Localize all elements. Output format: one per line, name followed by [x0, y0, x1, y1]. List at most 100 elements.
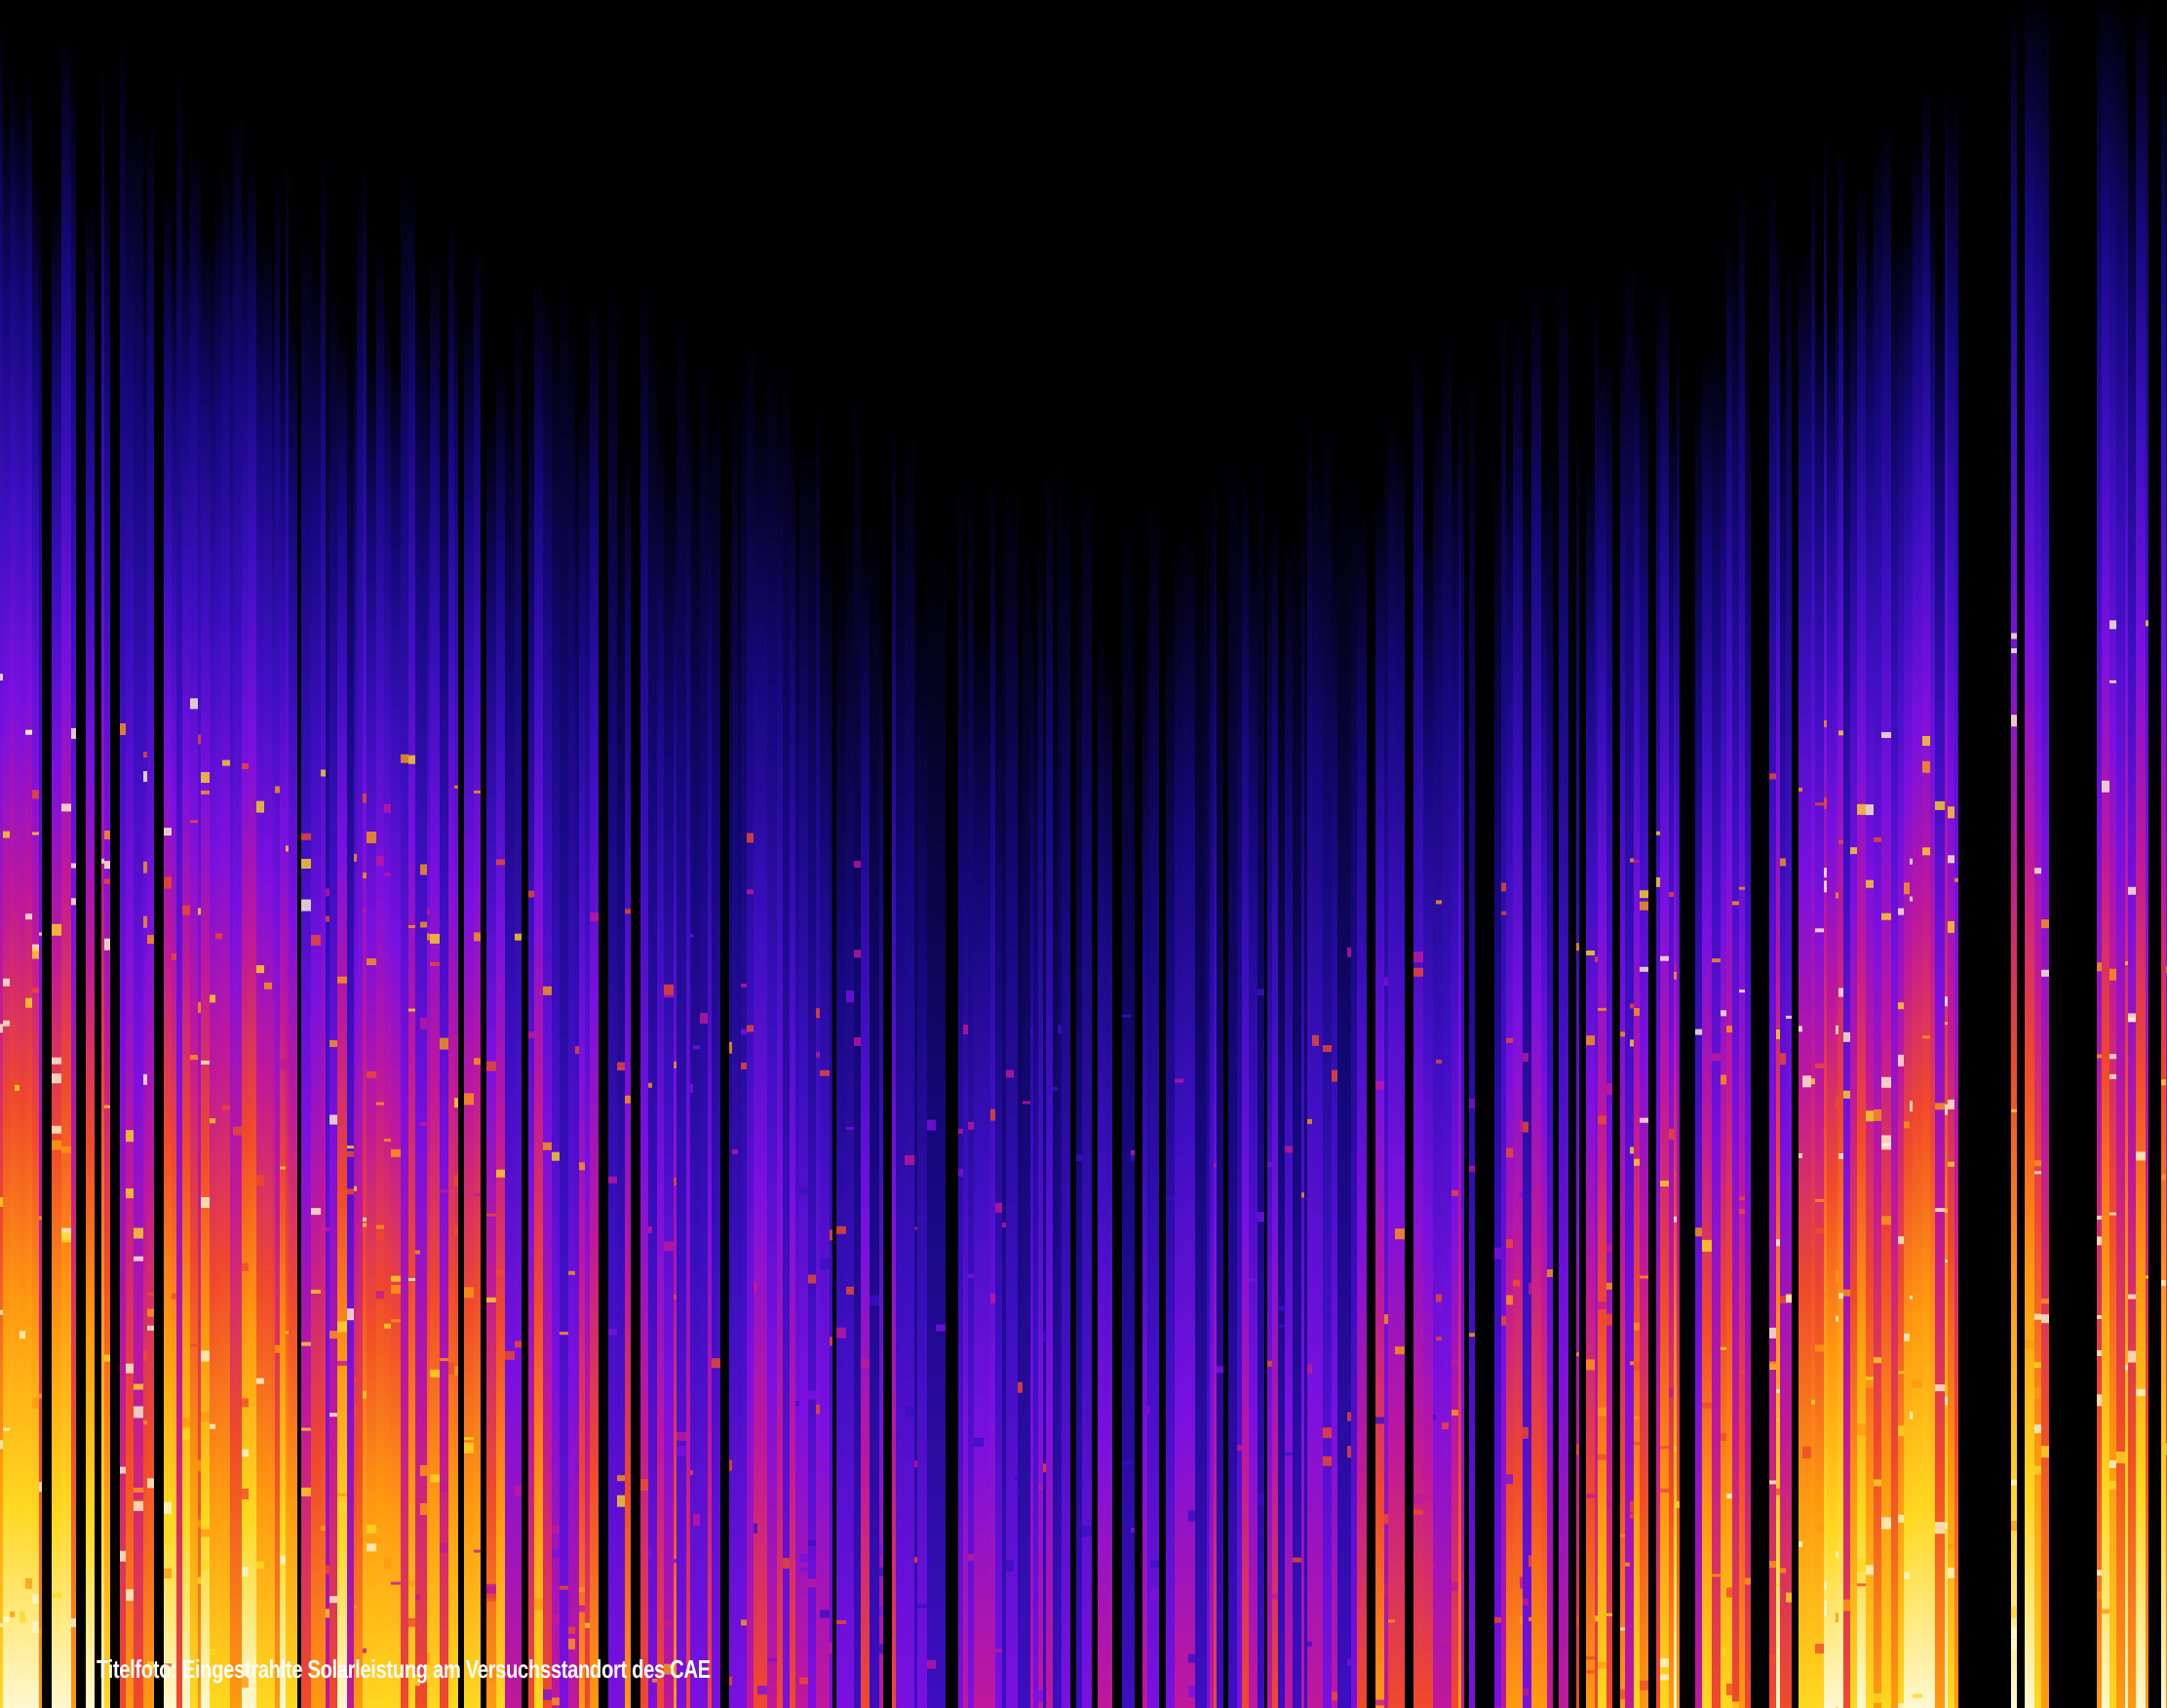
speckle	[420, 1503, 427, 1515]
stripe	[1827, 317, 1836, 1708]
speckle	[1640, 966, 1648, 972]
speckle	[2041, 1446, 2049, 1458]
stripe	[1038, 536, 1043, 1708]
stripe	[1595, 295, 1598, 1708]
stripe	[754, 406, 757, 1708]
speckle	[329, 1413, 337, 1417]
speckle	[1904, 1333, 1910, 1341]
speckle	[198, 1576, 201, 1584]
stripe	[677, 322, 686, 1708]
speckle	[617, 1494, 625, 1507]
speckle	[1293, 1557, 1301, 1563]
stripe	[608, 285, 617, 1708]
stripe	[1423, 533, 1433, 1708]
speckle	[1469, 1620, 1475, 1628]
speckle	[1898, 1514, 1904, 1523]
speckle	[2011, 715, 2017, 727]
speckle	[104, 1105, 110, 1108]
speckle	[2125, 961, 2128, 965]
speckle	[242, 1489, 249, 1499]
speckle	[1312, 1034, 1319, 1046]
speckle	[32, 1621, 39, 1634]
speckle	[1595, 956, 1598, 963]
stripe	[1062, 504, 1070, 1708]
stripe	[1098, 630, 1104, 1708]
stripe	[1586, 460, 1595, 1708]
speckle	[2102, 780, 2109, 793]
speckle	[311, 1289, 321, 1294]
stripe	[664, 466, 674, 1708]
stripe	[357, 198, 363, 1708]
stripe	[1210, 509, 1214, 1708]
speckle	[1547, 1269, 1553, 1277]
speckle	[1506, 1037, 1513, 1043]
speckle	[1576, 1352, 1579, 1357]
speckle	[134, 1406, 143, 1418]
stripe	[1131, 574, 1135, 1708]
stripe	[1721, 362, 1726, 1708]
speckle	[376, 1231, 384, 1240]
speckle	[415, 1674, 420, 1687]
speckle	[515, 1485, 522, 1496]
speckle	[1436, 1302, 1442, 1312]
stripe	[686, 406, 690, 1708]
stripe	[1018, 640, 1023, 1708]
speckle	[579, 1587, 585, 1593]
stripe	[2011, 10, 2017, 1708]
speckle	[1745, 1577, 1751, 1585]
speckle	[190, 1343, 198, 1347]
speckle	[917, 1216, 927, 1220]
speckle	[1660, 1658, 1669, 1668]
stripe	[1634, 327, 1640, 1708]
stripe	[1702, 356, 1712, 1708]
speckle	[1874, 1479, 1881, 1487]
stripe	[354, 321, 357, 1708]
speckle	[879, 1606, 883, 1617]
speckle	[1948, 1568, 1954, 1578]
speckle	[617, 1062, 625, 1070]
stripe	[846, 524, 854, 1708]
stripe	[1023, 534, 1030, 1708]
speckle	[326, 888, 329, 897]
speckle	[1769, 1480, 1776, 1485]
speckle	[367, 1543, 376, 1552]
speckle	[1523, 1689, 1529, 1696]
stripe	[1301, 508, 1304, 1708]
speckle	[1881, 1135, 1891, 1146]
stripe	[648, 338, 652, 1708]
speckle	[1935, 1384, 1945, 1392]
speckle	[143, 1350, 147, 1362]
speckle	[1529, 1616, 1531, 1621]
speckle	[1954, 877, 1958, 882]
speckle	[1948, 806, 1954, 819]
speckle	[2109, 1459, 2116, 1468]
speckle	[754, 1523, 757, 1533]
stripe	[1948, 113, 1954, 1708]
speckle	[420, 1121, 427, 1126]
speckle	[830, 1337, 832, 1346]
speckle	[664, 994, 674, 998]
speckle	[1501, 911, 1506, 915]
speckle	[71, 1618, 76, 1628]
speckle	[1739, 1209, 1745, 1215]
speckle	[846, 1286, 854, 1295]
speckle	[1433, 1415, 1436, 1419]
speckle	[376, 1224, 384, 1229]
speckle	[32, 988, 39, 993]
speckle	[147, 1478, 154, 1489]
speckle	[2041, 919, 2049, 929]
speckle	[363, 1217, 367, 1222]
speckle	[1913, 1378, 1922, 1388]
speckle	[52, 1057, 61, 1065]
speckle	[39, 1628, 42, 1638]
speckle	[1945, 1522, 1948, 1529]
speckle	[1630, 1039, 1634, 1047]
stripe	[464, 314, 474, 1708]
speckle	[242, 1262, 249, 1271]
stripe	[86, 207, 95, 1708]
stripe	[585, 388, 590, 1708]
speckle	[1866, 879, 1874, 888]
speckle	[1395, 1228, 1405, 1240]
speckle	[799, 1567, 808, 1572]
stripe	[575, 425, 579, 1708]
